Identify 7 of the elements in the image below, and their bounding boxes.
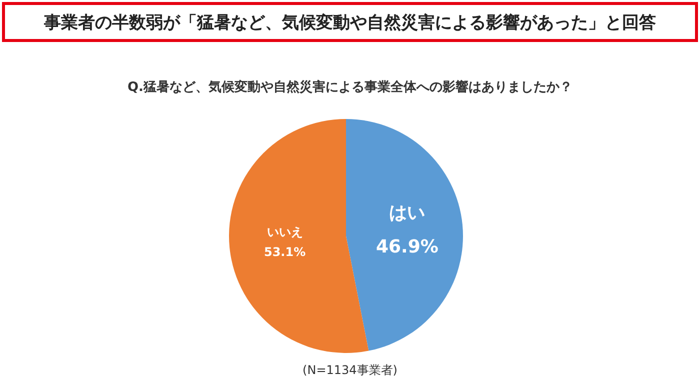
slice-label: はい (389, 202, 426, 224)
data-label: 53.1% (264, 244, 306, 259)
chart-subtitle: Q.猛暑など、気候変動や自然災害による事業全体への影響はありましたか？ (126, 78, 574, 96)
data-label: 46.9% (376, 236, 438, 258)
text: (N=1134事業者) (302, 362, 398, 379)
slice-label: いいえ (266, 224, 303, 239)
chart-title: 事業者の半数弱が「猛暑など、気候変動や自然災害による影響があった」と回答 (2, 2, 698, 42)
